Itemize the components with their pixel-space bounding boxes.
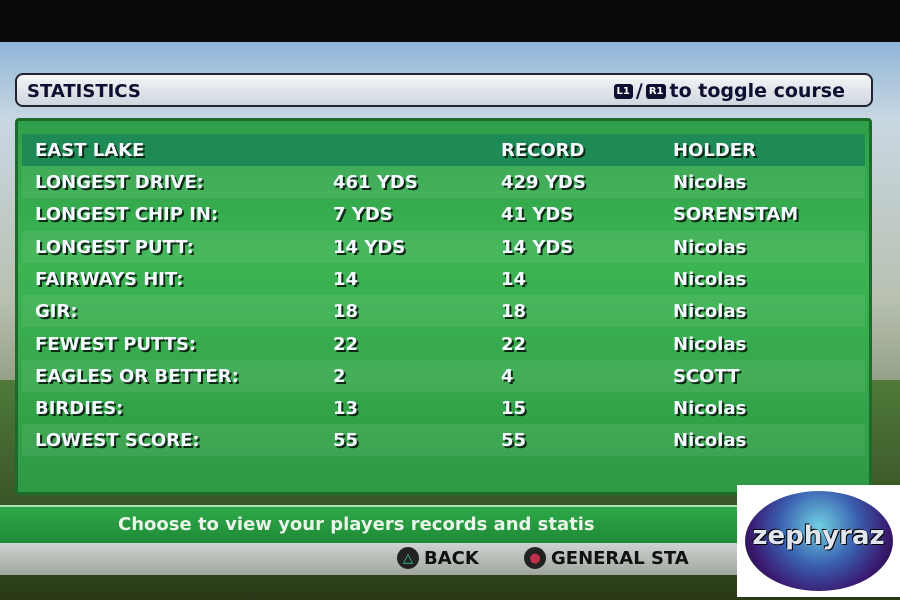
record-holder: Nicolas (673, 430, 747, 452)
general-stats-label: GENERAL STA (551, 547, 689, 569)
table-row: GIR: 18 18 Nicolas (22, 295, 865, 328)
record-value: 55 (501, 430, 527, 452)
record-value: 14 (501, 268, 527, 290)
stat-label: BIRDIES: (35, 398, 124, 420)
record-value: 22 (501, 333, 527, 355)
table-row: LONGEST DRIVE: 461 YDS 429 YDS Nicolas (22, 166, 865, 198)
watermark-logo: zephyraz (737, 485, 900, 597)
stat-value: 14 YDS (333, 236, 406, 258)
table-row: LONGEST CHIP IN: 7 YDS 41 YDS SORENSTAM (22, 198, 865, 230)
stat-value: 18 (333, 301, 359, 323)
stat-value: 22 (333, 333, 359, 355)
record-value: 4 (501, 365, 514, 387)
stat-label: LOWEST SCORE: (35, 430, 200, 452)
stat-label: FAIRWAYS HIT: (35, 268, 184, 290)
stat-label: FEWEST PUTTS: (35, 333, 197, 355)
toggle-text: to toggle course (669, 80, 845, 102)
record-value: 18 (501, 301, 527, 323)
back-button[interactable]: △ BACK (397, 547, 479, 569)
table-row: LOWEST SCORE: 55 55 Nicolas (22, 424, 865, 457)
record-holder: Nicolas (673, 301, 747, 323)
toggle-course-hint: L1 / R1 to toggle course (613, 80, 845, 102)
record-holder: Nicolas (673, 398, 747, 420)
table-row: FAIRWAYS HIT: 14 14 Nicolas (22, 263, 865, 295)
stat-label: LONGEST PUTT: (35, 236, 194, 258)
stats-table: EAST LAKE RECORD HOLDER LONGEST DRIVE: 46… (15, 118, 872, 495)
stat-label: LONGEST DRIVE: (35, 172, 204, 193)
record-holder: Nicolas (673, 333, 747, 355)
separator: / (635, 80, 643, 102)
stat-value: 13 (333, 398, 359, 420)
general-stats-button[interactable]: ● GENERAL STA (524, 547, 689, 569)
stat-label: LONGEST CHIP IN: (35, 204, 219, 226)
record-holder: Nicolas (673, 236, 747, 258)
stat-value: 55 (333, 430, 359, 452)
table-row: LONGEST PUTT: 14 YDS 14 YDS Nicolas (22, 230, 865, 263)
stat-value: 7 YDS (333, 204, 393, 226)
page-title: STATISTICS (27, 81, 141, 102)
stat-label: GIR: (35, 301, 78, 323)
back-label: BACK (424, 547, 479, 569)
table-row: FEWEST PUTTS: 22 22 Nicolas (22, 328, 865, 360)
triangle-button-icon: △ (397, 547, 419, 569)
record-holder: Nicolas (673, 268, 747, 290)
statistics-header: STATISTICS L1 / R1 to toggle course (15, 73, 873, 107)
circle-button-icon: ● (524, 547, 546, 569)
stat-value: 2 (333, 365, 346, 387)
table-row: EAGLES OR BETTER: 2 4 SCOTT (22, 359, 865, 392)
record-value: 41 YDS (501, 204, 574, 226)
table-header-row: EAST LAKE RECORD HOLDER (22, 134, 865, 166)
record-holder: SORENSTAM (673, 204, 799, 226)
record-value: 15 (501, 398, 527, 420)
column-record: RECORD (501, 140, 585, 161)
stat-value: 14 (333, 268, 359, 290)
record-holder: Nicolas (673, 172, 747, 193)
stat-label: EAGLES OR BETTER: (35, 365, 239, 387)
record-value: 14 YDS (501, 236, 574, 258)
course-name: EAST LAKE (35, 140, 145, 161)
column-holder: HOLDER (673, 140, 756, 161)
table-row: BIRDIES: 13 15 Nicolas (22, 392, 865, 424)
r1-button-icon: R1 (645, 83, 667, 99)
l1-button-icon: L1 (613, 83, 633, 99)
info-text: Choose to view your players records and … (118, 514, 595, 535)
record-holder: SCOTT (673, 365, 740, 387)
record-value: 429 YDS (501, 172, 586, 193)
watermark-text: zephyraz (752, 521, 885, 551)
stat-value: 461 YDS (333, 172, 418, 193)
